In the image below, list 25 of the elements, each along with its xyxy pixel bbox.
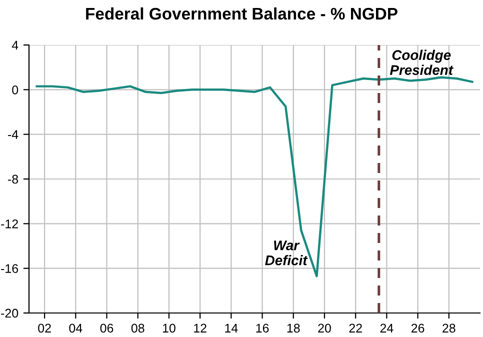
- x-tick-label: 02: [38, 324, 51, 333]
- x-tick-label: 04: [69, 324, 82, 333]
- y-tick-label: -4: [8, 130, 18, 139]
- y-tick-label: 0: [12, 85, 18, 94]
- x-tick-label: 22: [349, 324, 362, 332]
- x-tick-label: 12: [194, 324, 206, 332]
- x-tick-label: 26: [411, 324, 424, 333]
- y-tick-label: 4: [12, 40, 18, 50]
- x-tick-label: 08: [131, 324, 144, 333]
- x-tick-label: 28: [442, 324, 456, 333]
- x-tick-label: 10: [162, 324, 176, 333]
- x-tick-label: 24: [380, 324, 394, 332]
- y-tick-label: -20: [1, 308, 18, 318]
- x-tick-label: 18: [287, 324, 300, 333]
- y-tick-label: -16: [1, 264, 18, 273]
- x-tick-label: 06: [100, 324, 114, 333]
- y-tick-label: -8: [8, 174, 18, 184]
- x-tick-label: 20: [318, 324, 331, 333]
- chart-title: Federal Government Balance - % NGDP: [86, 7, 398, 20]
- x-tick-label: 16: [256, 324, 269, 333]
- x-tick-label: 14: [225, 324, 238, 332]
- line-series: [36, 76, 474, 278]
- annotation: War Deficit: [265, 240, 308, 266]
- annotation: Coolidge President: [390, 50, 454, 75]
- y-tick-label: -12: [1, 219, 18, 228]
